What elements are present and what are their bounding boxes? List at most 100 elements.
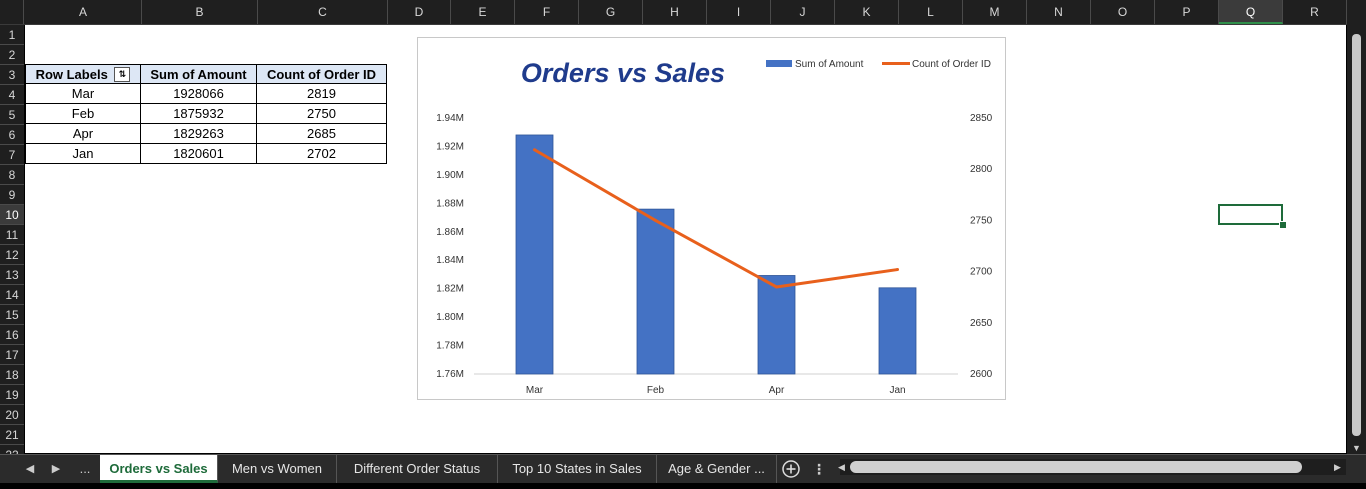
line-point-mar[interactable]	[533, 148, 536, 152]
bar-feb[interactable]	[636, 208, 675, 375]
row-header-10[interactable]: 10	[0, 205, 24, 225]
tab-top-10-states[interactable]: Top 10 States in Sales	[498, 455, 657, 483]
column-header-l[interactable]: L	[899, 0, 963, 24]
x-tick-label: Jan	[889, 385, 905, 396]
combo-chart[interactable]: Orders vs Sales Sum of Amount Count of O…	[417, 37, 1006, 400]
tab-orders-vs-sales[interactable]: Orders vs Sales	[100, 455, 218, 483]
bar-jan[interactable]	[878, 287, 917, 375]
filter-sort-icon[interactable]: ⇅	[114, 67, 131, 83]
pivot-amount-cell[interactable]: 1820601	[141, 144, 257, 164]
column-header-e[interactable]: E	[451, 0, 515, 24]
column-header-f[interactable]: F	[515, 0, 579, 24]
vertical-scroll-thumb[interactable]	[1352, 34, 1361, 436]
vertical-ellipsis-icon[interactable]: ⋮	[812, 461, 826, 477]
pivot-header-row-labels[interactable]: Row Labels ⇅	[25, 64, 141, 84]
row-header-1[interactable]: 1	[0, 25, 24, 45]
pivot-row-label[interactable]: Feb	[25, 104, 141, 124]
sheet-tab-bar: ◀ ▶ ... Orders vs Sales Men vs Women Dif…	[0, 454, 1366, 483]
column-header-q[interactable]: Q	[1219, 0, 1283, 24]
pivot-row-label[interactable]: Apr	[25, 124, 141, 144]
column-header-g[interactable]: G	[579, 0, 643, 24]
tab-next-icon[interactable]: ▶	[51, 463, 61, 475]
scroll-left-icon[interactable]: ◀	[838, 462, 845, 472]
chart-canvas: Orders vs Sales Sum of Amount Count of O…	[436, 58, 993, 396]
line-point-apr[interactable]	[775, 285, 778, 289]
x-tick-label: Mar	[526, 385, 544, 396]
y-right-tick-label: 2650	[970, 318, 993, 329]
fill-handle[interactable]	[1279, 221, 1287, 229]
pivot-count-cell[interactable]: 2702	[257, 144, 387, 164]
legend-label-amount: Sum of Amount	[795, 59, 864, 70]
row-header-21[interactable]: 21	[0, 425, 24, 445]
y-left-tick-label: 1.90M	[436, 170, 464, 181]
pivot-amount-cell[interactable]: 1875932	[141, 104, 257, 124]
column-header-m[interactable]: M	[963, 0, 1027, 24]
y-left-tick-label: 1.94M	[436, 113, 464, 124]
pivot-amount-cell[interactable]: 1928066	[141, 84, 257, 104]
row-header-3[interactable]: 3	[0, 65, 24, 85]
row-header-18[interactable]: 18	[0, 365, 24, 385]
tab-more-button[interactable]: ...	[79, 461, 91, 476]
pivot-count-cell[interactable]: 2750	[257, 104, 387, 124]
row-header-8[interactable]: 8	[0, 165, 24, 185]
bar-mar[interactable]	[515, 134, 554, 375]
row-header-20[interactable]: 20	[0, 405, 24, 425]
pivot-row-label[interactable]: Jan	[25, 144, 141, 164]
row-header-19[interactable]: 19	[0, 385, 24, 405]
row-header-5[interactable]: 5	[0, 105, 24, 125]
row-header-7[interactable]: 7	[0, 145, 24, 165]
column-header-n[interactable]: N	[1027, 0, 1091, 24]
row-header-14[interactable]: 14	[0, 285, 24, 305]
column-header-r[interactable]: R	[1283, 0, 1347, 24]
column-header-o[interactable]: O	[1091, 0, 1155, 24]
column-header-j[interactable]: J	[771, 0, 835, 24]
row-header-4[interactable]: 4	[0, 85, 24, 105]
scroll-down-icon[interactable]: ▼	[1352, 443, 1361, 453]
column-header-p[interactable]: P	[1155, 0, 1219, 24]
pivot-row-label[interactable]: Mar	[25, 84, 141, 104]
y-right-tick-label: 2600	[970, 369, 993, 380]
row-header-15[interactable]: 15	[0, 305, 24, 325]
count-line[interactable]	[533, 148, 898, 289]
line-point-jan[interactable]	[896, 268, 899, 272]
x-tick-label: Feb	[647, 385, 665, 396]
pivot-amount-cell[interactable]: 1829263	[141, 124, 257, 144]
chart-title: Orders vs Sales	[521, 58, 725, 88]
column-header-a[interactable]: A	[25, 0, 142, 24]
column-header-k[interactable]: K	[835, 0, 899, 24]
row-header-6[interactable]: 6	[0, 125, 24, 145]
row-header-11[interactable]: 11	[0, 225, 24, 245]
active-cell[interactable]	[1218, 204, 1283, 225]
row-header-9[interactable]: 9	[0, 185, 24, 205]
select-all-corner[interactable]	[0, 0, 24, 24]
row-header-16[interactable]: 16	[0, 325, 24, 345]
y-right-tick-label: 2800	[970, 164, 993, 175]
scroll-right-icon[interactable]: ▶	[1334, 462, 1341, 472]
bar-apr[interactable]	[757, 275, 796, 375]
y-left-tick-label: 1.78M	[436, 341, 464, 352]
pivot-header-count: Count of Order ID	[257, 64, 387, 84]
column-header-b[interactable]: B	[142, 0, 258, 24]
line-point-feb[interactable]	[654, 218, 657, 222]
tab-men-vs-women[interactable]: Men vs Women	[218, 455, 337, 483]
row-header-12[interactable]: 12	[0, 245, 24, 265]
y-right-tick-label: 2850	[970, 113, 993, 124]
y-left-tick-label: 1.88M	[436, 198, 464, 209]
row-header-17[interactable]: 17	[0, 345, 24, 365]
column-header-c[interactable]: C	[258, 0, 388, 24]
row-header-13[interactable]: 13	[0, 265, 24, 285]
horizontal-scroll-thumb[interactable]	[850, 461, 1302, 473]
y-right-tick-label: 2700	[970, 267, 993, 278]
pivot-count-cell[interactable]: 2819	[257, 84, 387, 104]
pivot-count-cell[interactable]: 2685	[257, 124, 387, 144]
column-header-d[interactable]: D	[388, 0, 451, 24]
tab-prev-icon[interactable]: ◀	[25, 463, 35, 475]
column-header-i[interactable]: I	[707, 0, 771, 24]
chart-legend[interactable]: Sum of Amount Count of Order ID	[766, 59, 991, 70]
tab-different-order-status[interactable]: Different Order Status	[337, 455, 498, 483]
tab-age-gender[interactable]: Age & Gender ...	[657, 455, 777, 483]
plus-circle-icon[interactable]	[781, 455, 801, 483]
column-header-h[interactable]: H	[643, 0, 707, 24]
row-header-2[interactable]: 2	[0, 45, 24, 65]
